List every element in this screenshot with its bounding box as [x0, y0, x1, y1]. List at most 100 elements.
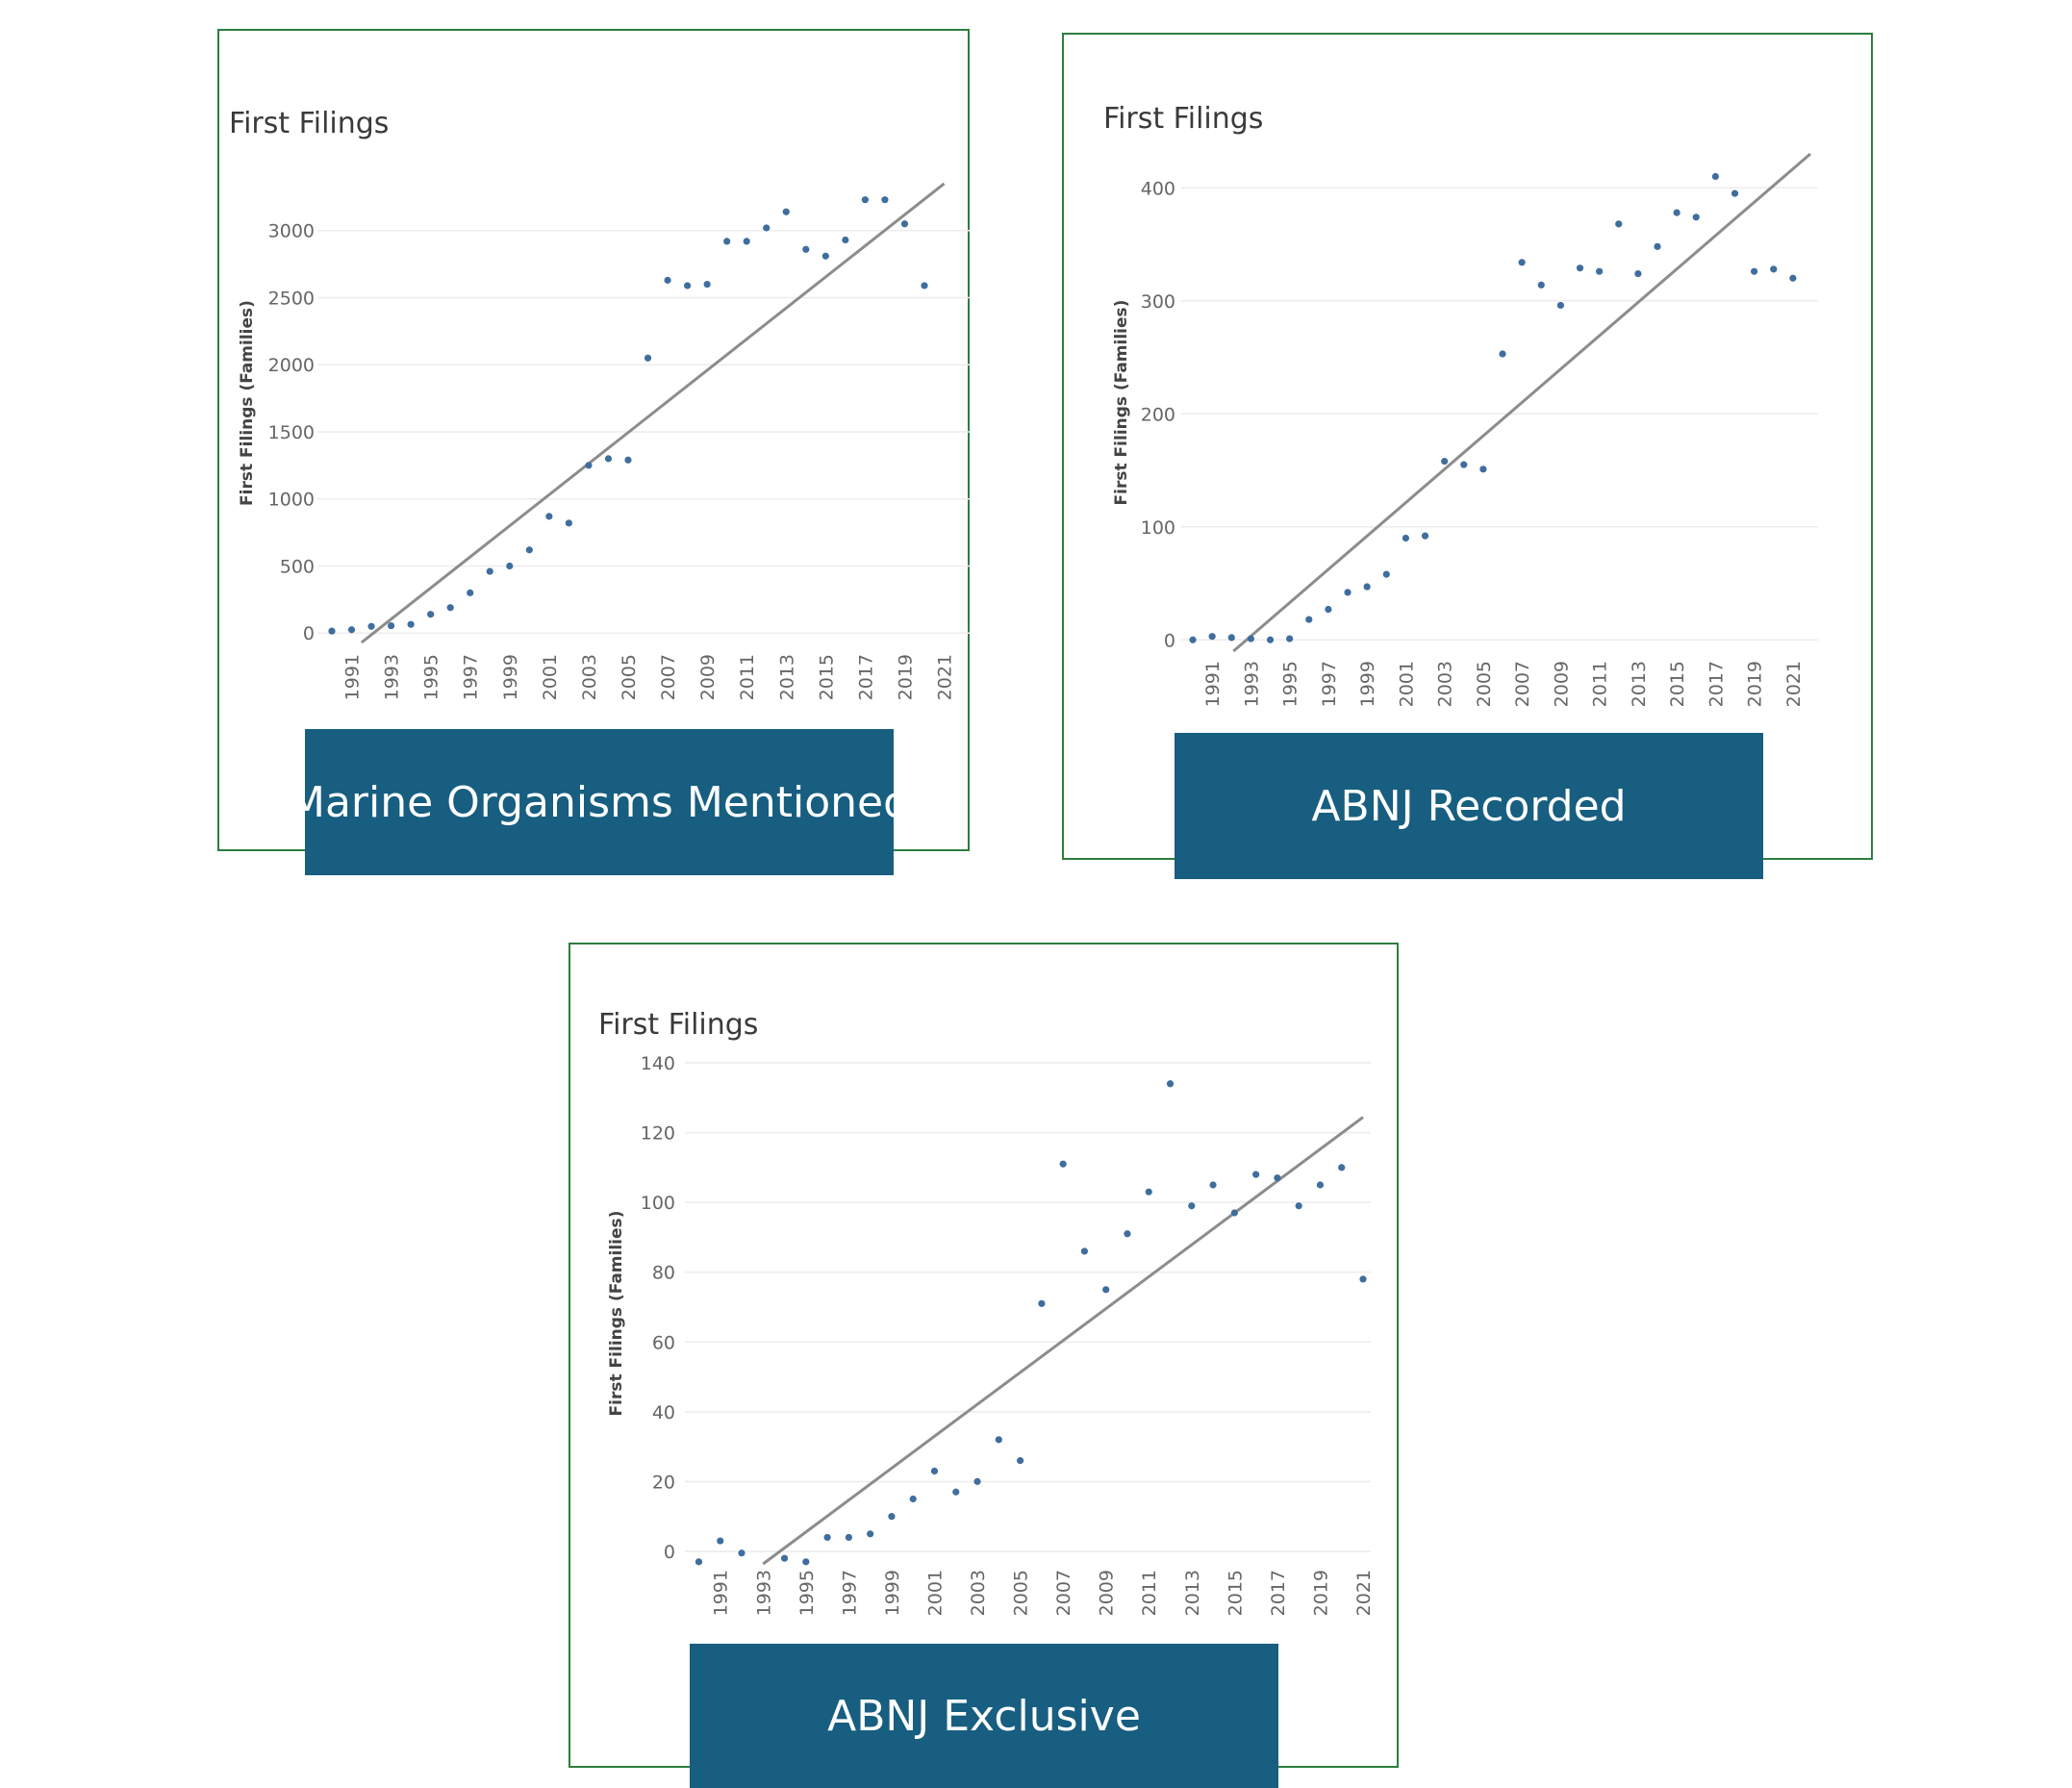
data-point-abnj-recorded: [1692, 214, 1700, 221]
x-tick-label-abnj-exclusive: 2017: [1268, 1570, 1289, 1616]
x-tick-label-abnj-exclusive: 2015: [1225, 1570, 1246, 1616]
data-point-marine: [723, 238, 731, 245]
data-point-marine: [407, 620, 415, 628]
y-axis-label-abnj-exclusive: First Filings (Families): [607, 1211, 626, 1417]
chart-title-abnj-recorded: First Filings: [1103, 102, 1263, 136]
data-point-abnj-exclusive: [1102, 1286, 1110, 1294]
trend-line-abnj-exclusive: [762, 1116, 1364, 1566]
x-tick-label-abnj-exclusive: 1993: [753, 1570, 774, 1616]
x-tick-label-abnj-recorded: 2021: [1783, 661, 1805, 707]
x-tick-label-abnj-recorded: 2017: [1706, 661, 1727, 707]
x-tick-label-abnj-recorded: 2009: [1551, 661, 1572, 707]
y-tick-label-marine: 0: [303, 623, 315, 644]
data-point-marine: [367, 622, 375, 630]
chart-panel-abnj-recorded: [1062, 33, 1873, 860]
x-tick-label-abnj-recorded: 1999: [1357, 661, 1378, 707]
y-axis-label-abnj-recorded: First Filings (Families): [1112, 300, 1131, 506]
y-tick-label-marine: 1000: [268, 490, 315, 511]
x-tick-label-abnj-recorded: 2001: [1396, 661, 1417, 707]
data-point-abnj-exclusive: [738, 1549, 745, 1557]
data-point-abnj-recorded: [1751, 267, 1758, 275]
x-tick-label-abnj-exclusive: 1995: [796, 1570, 818, 1616]
data-point-abnj-exclusive: [1209, 1181, 1217, 1189]
data-point-abnj-exclusive: [695, 1558, 703, 1566]
data-point-abnj-recorded: [1421, 532, 1429, 540]
data-point-abnj-exclusive: [717, 1537, 724, 1545]
x-tick-label-abnj-exclusive: 2011: [1139, 1570, 1160, 1616]
data-point-marine: [624, 456, 632, 464]
data-point-marine: [664, 276, 671, 284]
y-tick-label-marine: 1500: [268, 422, 315, 443]
x-tick-label-marine: 2019: [895, 654, 916, 700]
data-point-abnj-exclusive: [1016, 1457, 1024, 1465]
y-tick-label-marine: 2000: [268, 355, 315, 376]
x-tick-label-abnj-recorded: 1995: [1280, 661, 1301, 707]
data-point-abnj-recorded: [1305, 616, 1313, 623]
y-tick-label-abnj-exclusive: 120: [641, 1123, 675, 1145]
x-tick-label-abnj-recorded: 2019: [1745, 661, 1766, 707]
x-tick-label-abnj-recorded: 2015: [1667, 661, 1688, 707]
x-tick-label-abnj-exclusive: 2009: [1097, 1570, 1118, 1616]
data-point-abnj-recorded: [1556, 301, 1564, 310]
x-tick-label-marine: 2017: [855, 654, 876, 700]
data-point-abnj-exclusive: [995, 1436, 1002, 1444]
data-point-marine: [763, 224, 771, 232]
x-tick-label-abnj-recorded: 2007: [1512, 661, 1533, 707]
x-tick-label-abnj-recorded: 1993: [1241, 661, 1262, 707]
data-point-marine: [861, 196, 869, 204]
x-tick-label-abnj-recorded: 2003: [1435, 661, 1456, 707]
data-point-abnj-recorded: [1344, 589, 1352, 596]
chart-title-abnj-exclusive: First Filings: [598, 1008, 758, 1042]
data-point-marine: [506, 562, 514, 570]
y-tick-label-abnj-exclusive: 140: [641, 1053, 675, 1074]
x-tick-label-marine: 1997: [461, 654, 482, 700]
data-point-abnj-recorded: [1286, 635, 1294, 642]
y-tick-label-marine: 500: [280, 556, 315, 577]
data-point-abnj-recorded: [1227, 634, 1235, 642]
x-tick-label-abnj-exclusive: 2019: [1310, 1570, 1331, 1616]
data-point-marine: [900, 220, 909, 228]
data-point-marine: [802, 245, 810, 253]
x-tick-label-abnj-exclusive: 2005: [1011, 1570, 1032, 1616]
data-point-marine: [328, 627, 336, 635]
data-point-marine: [782, 208, 790, 215]
y-tick-label-abnj-exclusive: 40: [652, 1402, 675, 1423]
data-point-abnj-exclusive: [1124, 1230, 1131, 1238]
data-point-abnj-exclusive: [1080, 1247, 1089, 1255]
x-tick-label-abnj-recorded: 2011: [1590, 661, 1611, 707]
x-tick-label-abnj-recorded: 2013: [1629, 661, 1650, 707]
data-point-marine: [387, 621, 395, 630]
data-point-abnj-recorded: [1576, 264, 1584, 272]
data-point-marine: [842, 236, 849, 244]
data-point-abnj-exclusive: [1252, 1171, 1260, 1178]
data-point-abnj-recorded: [1731, 189, 1739, 197]
data-point-marine: [446, 604, 454, 612]
data-point-marine: [525, 546, 533, 554]
x-tick-label-abnj-recorded: 1991: [1202, 661, 1224, 707]
x-tick-label-abnj-exclusive: 2021: [1353, 1570, 1375, 1616]
data-point-marine: [703, 280, 711, 289]
x-tick-label-marine: 2001: [540, 654, 561, 700]
x-tick-label-marine: 1999: [500, 654, 521, 700]
data-point-abnj-exclusive: [1188, 1202, 1196, 1210]
data-point-marine: [921, 282, 928, 290]
data-point-abnj-exclusive: [1338, 1164, 1346, 1171]
y-tick-label-abnj-recorded: 200: [1141, 404, 1175, 425]
trend-line-marine: [360, 182, 946, 644]
data-point-abnj-recorded: [1789, 274, 1797, 282]
data-point-abnj-exclusive: [888, 1513, 896, 1521]
data-point-abnj-recorded: [1460, 461, 1468, 468]
data-point-abnj-recorded: [1596, 267, 1604, 275]
data-point-abnj-exclusive: [1274, 1174, 1281, 1182]
data-point-abnj-recorded: [1499, 350, 1506, 358]
data-point-abnj-recorded: [1247, 635, 1254, 642]
x-tick-label-abnj-exclusive: 2001: [924, 1570, 946, 1616]
x-tick-label-abnj-recorded: 2005: [1474, 661, 1495, 707]
x-tick-label-marine: 2009: [697, 654, 719, 700]
data-point-abnj-exclusive: [1059, 1160, 1067, 1168]
data-point-abnj-recorded: [1615, 220, 1623, 228]
x-tick-label-marine: 2015: [816, 654, 837, 700]
data-point-abnj-exclusive: [780, 1554, 789, 1562]
data-point-abnj-exclusive: [802, 1558, 810, 1566]
